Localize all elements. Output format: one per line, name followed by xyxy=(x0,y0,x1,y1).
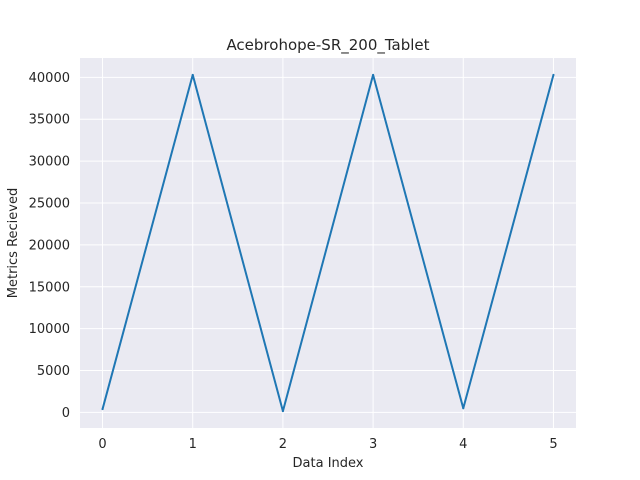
x-tick-label: 5 xyxy=(549,437,557,452)
series-layer xyxy=(101,73,555,413)
x-axis-label: Data Index xyxy=(293,456,364,471)
x-tick-label: 1 xyxy=(189,437,197,452)
series-line xyxy=(101,73,555,413)
y-tick-label: 40000 xyxy=(29,71,70,86)
data-point xyxy=(191,73,194,76)
y-tick-label: 5000 xyxy=(37,364,70,379)
tick-labels: 0 1 2 3 4 5 0 5000 10000 15000 20000 25000 30000 3500… xyxy=(29,71,558,452)
y-tick-label: 15000 xyxy=(29,280,70,295)
data-point xyxy=(372,73,375,76)
x-tick-label: 3 xyxy=(369,437,377,452)
y-tick-label: 25000 xyxy=(29,197,70,212)
y-tick-label: 10000 xyxy=(29,322,70,337)
data-point xyxy=(281,410,284,413)
y-tick-label: 35000 xyxy=(29,113,70,128)
data-point xyxy=(462,407,465,410)
y-tick-label: 30000 xyxy=(29,155,70,170)
y-tick-label: 0 xyxy=(62,406,70,421)
x-tick-label: 0 xyxy=(98,437,106,452)
x-tick-label: 4 xyxy=(459,437,467,452)
data-point xyxy=(552,73,555,76)
y-axis-label: Metrics Recieved xyxy=(6,188,21,298)
x-tick-label: 2 xyxy=(279,437,287,452)
y-tick-label: 20000 xyxy=(29,238,70,253)
chart-title: Acebrohope-SR_200_Tablet xyxy=(226,36,429,55)
data-point xyxy=(101,408,104,411)
